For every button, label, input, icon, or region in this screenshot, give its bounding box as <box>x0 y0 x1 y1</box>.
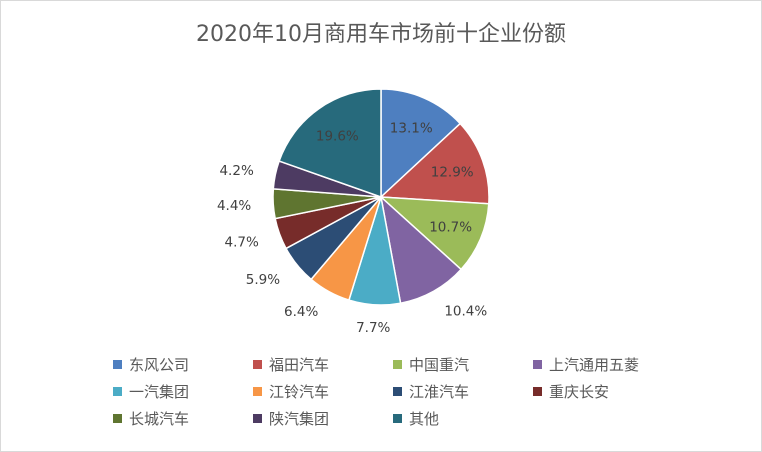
legend-swatch-2 <box>253 360 262 369</box>
legend-label-11: 其他 <box>409 410 439 428</box>
data-label-1: 13.1% <box>390 121 433 137</box>
data-label-11: 19.6% <box>316 128 359 144</box>
data-label-8: 4.7% <box>225 234 259 250</box>
legend-swatch-10 <box>253 414 262 423</box>
chart-title: 2020年10月商用车市场前十企业份额 <box>196 22 566 47</box>
legend-label-5: 一汽集团 <box>129 383 189 401</box>
legend-swatch-1 <box>113 360 122 369</box>
data-label-6: 6.4% <box>284 304 318 320</box>
pie-slice-2 <box>379 122 490 205</box>
data-label-3: 10.7% <box>429 219 472 235</box>
legend-label-6: 江铃汽车 <box>269 383 329 401</box>
pie-slices <box>272 88 490 306</box>
legend-label-10: 陕汽集团 <box>269 410 329 428</box>
legend-label-4: 上汽通用五菱 <box>549 356 639 374</box>
legend-label-8: 重庆长安 <box>549 383 609 401</box>
legend-swatch-11 <box>393 414 402 423</box>
legend-label-7: 江淮汽车 <box>409 383 469 401</box>
pie-slice-11 <box>278 88 382 199</box>
legend-label-3: 中国重汽 <box>409 356 469 374</box>
legend-swatch-5 <box>113 387 122 396</box>
legend-swatch-8 <box>533 387 542 396</box>
data-label-2: 12.9% <box>431 165 474 181</box>
legend-swatch-4 <box>533 360 542 369</box>
data-label-9: 4.4% <box>217 198 251 214</box>
data-label-10: 4.2% <box>219 163 253 179</box>
legend-swatch-6 <box>253 387 262 396</box>
data-label-7: 5.9% <box>246 272 280 288</box>
data-label-4: 10.4% <box>444 304 487 320</box>
data-label-5: 7.7% <box>356 320 390 336</box>
pie-slice-4 <box>379 194 463 305</box>
legend-label-1: 东风公司 <box>129 356 189 374</box>
data-labels: 13.1% 12.9% 10.7% 10.4% 7.7% 6.4%5.9% 4.7% 4.4%… <box>217 121 487 336</box>
legend-label-9: 长城汽车 <box>129 410 189 428</box>
legend-swatch-7 <box>393 387 402 396</box>
legend-swatch-9 <box>113 414 122 423</box>
pie-slice-3 <box>378 196 490 271</box>
pie-slice-1 <box>380 88 462 199</box>
legend-label-2: 福田汽车 <box>269 356 329 374</box>
legend-swatch-3 <box>393 360 402 369</box>
